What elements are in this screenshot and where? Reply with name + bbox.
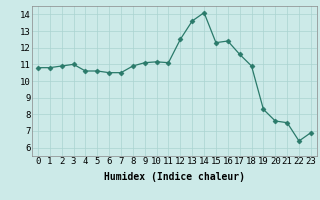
X-axis label: Humidex (Indice chaleur): Humidex (Indice chaleur) [104,172,245,182]
